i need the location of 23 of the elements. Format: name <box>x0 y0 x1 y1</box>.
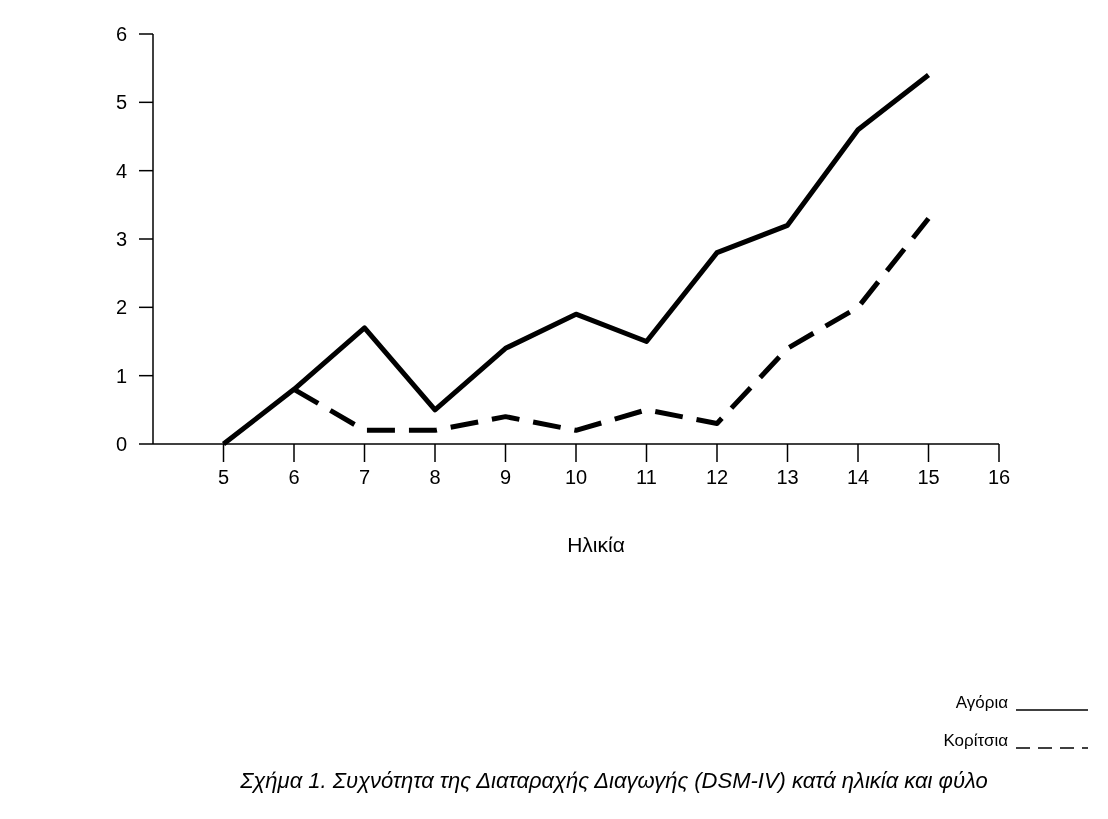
x-tick-label: 9 <box>499 466 512 488</box>
legend-label: Αγόρια <box>955 693 1009 712</box>
x-tick-label: 13 <box>776 466 799 488</box>
text: Σχήμα 1. Συχνότητα της Διαταραχής Διαγωγής (DSM-IV) κατά ηλικία και φύλο <box>239 768 988 793</box>
x-tick-label: 6 <box>288 466 300 488</box>
x-tick-label: 11 <box>636 466 657 488</box>
y-tick-label: 0 <box>115 433 127 455</box>
y-tick-label: 4 <box>115 159 127 182</box>
x-tick-label: 7 <box>358 466 371 488</box>
x-tick-label: 10 <box>564 466 588 488</box>
x-tick-label: 8 <box>429 466 441 488</box>
x-tick-label: 14 <box>846 466 870 488</box>
legend-label: Κορίτσια <box>943 731 1009 750</box>
y-tick-label: 2 <box>115 296 127 319</box>
x-tick-label: 15 <box>917 466 940 488</box>
x-tick-label: 16 <box>987 466 1011 488</box>
x-tick-label: 12 <box>705 466 729 488</box>
y-tick-label: 1 <box>115 364 127 387</box>
y-tick-label: 5 <box>115 91 127 114</box>
y-tick-label: 6 <box>115 23 127 45</box>
x-tick-label: 5 <box>217 466 230 488</box>
y-tick-label: 3 <box>115 228 127 250</box>
x-axis-title: Ηλικία <box>567 533 625 556</box>
